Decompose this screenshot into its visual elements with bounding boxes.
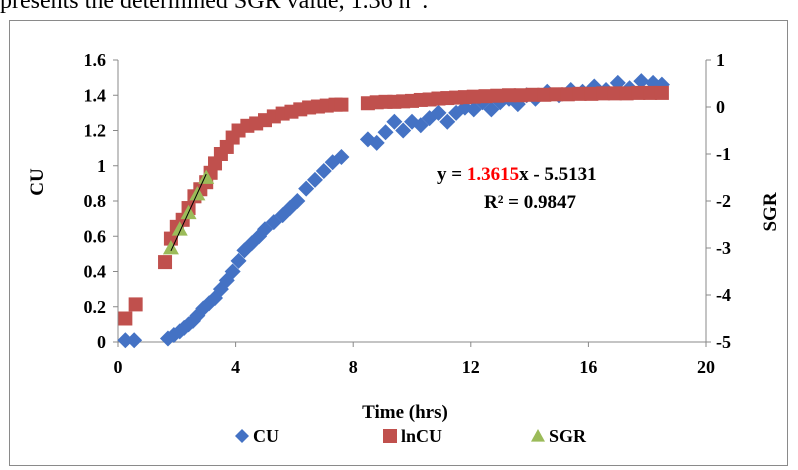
y2-tick-label: -2 <box>716 191 731 211</box>
lncu-point <box>572 86 587 101</box>
cu-point <box>224 263 241 280</box>
y-tick-label: 1.2 <box>84 121 107 141</box>
lncu-point <box>631 85 646 100</box>
x-tick-label: 4 <box>231 357 240 377</box>
x-axis-label: Time (hrs) <box>362 402 448 423</box>
lncu-point <box>118 311 133 326</box>
y2-tick-label: -4 <box>716 285 731 305</box>
y-tick-label: 0.6 <box>84 226 107 246</box>
lncu-point <box>619 86 634 101</box>
legend-label-cu: CU <box>253 426 279 446</box>
lncu-point <box>128 297 143 312</box>
caption-text: presents the determined SGR value, 1.36 … <box>0 0 428 15</box>
lncu-point <box>158 255 173 270</box>
x-tick-label: 8 <box>349 357 358 377</box>
lncu-point <box>466 89 481 104</box>
cu-point <box>368 134 385 151</box>
caption-superscript: -1 <box>411 0 423 3</box>
sgr-point <box>198 169 215 184</box>
trendline-r2: R² = 0.9847 <box>484 192 576 213</box>
legend-item-lncu: lnCU <box>383 426 442 446</box>
cu-point <box>377 124 394 141</box>
cu-point <box>439 113 456 130</box>
y2-tick-label: -5 <box>716 332 731 352</box>
y-tick-label: 1.4 <box>84 85 107 105</box>
x-tick-label: 12 <box>462 357 480 377</box>
caption-fragment: presents the determined SGR value, 1.36 … <box>0 0 411 14</box>
sgr-point <box>171 221 188 236</box>
cu-point <box>395 122 412 139</box>
legend-marker-sgr <box>531 429 545 442</box>
cu-point <box>386 113 403 130</box>
sgr-point <box>162 240 179 255</box>
y2-tick-label: 1 <box>716 50 725 70</box>
lncu-point <box>478 89 493 104</box>
lncu-point <box>596 86 611 101</box>
plot-area <box>117 73 670 349</box>
lncu-point <box>654 85 669 100</box>
lncu-point <box>525 87 540 102</box>
lncu-point <box>584 86 599 101</box>
cu-point <box>430 104 447 121</box>
caption-tail: . <box>422 0 429 14</box>
axes: 0 4 8 12 16 20 0 0.2 0.4 0.6 0.8 1 1.2 1.4 1.6 -5 -4 -3 -2… <box>84 50 732 377</box>
cu-point <box>289 193 306 209</box>
lncu-point <box>643 85 658 100</box>
cu-point <box>333 148 350 165</box>
y2-tick-label: -1 <box>716 144 731 164</box>
y-tick-label: 1.6 <box>84 50 107 70</box>
x-tick-label: 16 <box>579 357 597 377</box>
y2-tick-label: 0 <box>716 97 725 117</box>
chart-frame <box>9 20 788 466</box>
cu-point <box>298 180 315 197</box>
y-tick-label: 0.8 <box>84 191 107 211</box>
legend-label-lncu: lnCU <box>401 426 442 446</box>
cu-point <box>633 73 650 90</box>
cu-point <box>117 332 134 349</box>
x-tick-label: 20 <box>697 357 715 377</box>
lncu-point <box>607 86 622 101</box>
sgr-trendline <box>170 173 207 252</box>
y-tick-label: 0 <box>97 332 106 352</box>
y-tick-label: 1 <box>97 156 106 176</box>
lncu-point <box>334 97 349 112</box>
legend-item-sgr: SGR <box>531 426 587 446</box>
y-tick-label: 0.2 <box>84 297 107 317</box>
lncu-point <box>513 88 528 103</box>
y-axis-label: CU <box>27 168 48 196</box>
legend: CU lnCU SGR <box>235 426 587 446</box>
y-tick-label: 0.4 <box>84 262 107 282</box>
equation-slope: 1.3615 <box>467 164 519 185</box>
lncu-point <box>490 88 505 103</box>
legend-label-sgr: SGR <box>549 426 587 446</box>
trendline-annotation: y = 1.3615x - 5.5131 R² = 0.9847 <box>437 164 597 213</box>
equation-suffix: x - 5.5131 <box>519 164 597 185</box>
x-tick-label: 0 <box>114 357 123 377</box>
cu-point <box>230 252 247 269</box>
y2-tick-label: -3 <box>716 238 731 258</box>
cu-point <box>315 163 332 180</box>
lncu-point <box>502 88 517 103</box>
lncu-point <box>549 87 564 102</box>
cu-point <box>126 332 143 349</box>
legend-marker-lncu <box>383 429 397 443</box>
series-cu <box>117 73 670 349</box>
lncu-point <box>537 87 552 102</box>
legend-marker-cu <box>235 429 249 443</box>
lncu-point <box>560 87 575 102</box>
equation-prefix: y = <box>437 164 467 185</box>
axis-labels: Time (hrs) CU SGR <box>27 168 781 423</box>
cu-point <box>306 171 323 188</box>
y2-axis-label: SGR <box>760 192 781 231</box>
trendline-equation: y = 1.3615x - 5.5131 <box>437 164 597 185</box>
legend-item-cu: CU <box>235 426 279 446</box>
